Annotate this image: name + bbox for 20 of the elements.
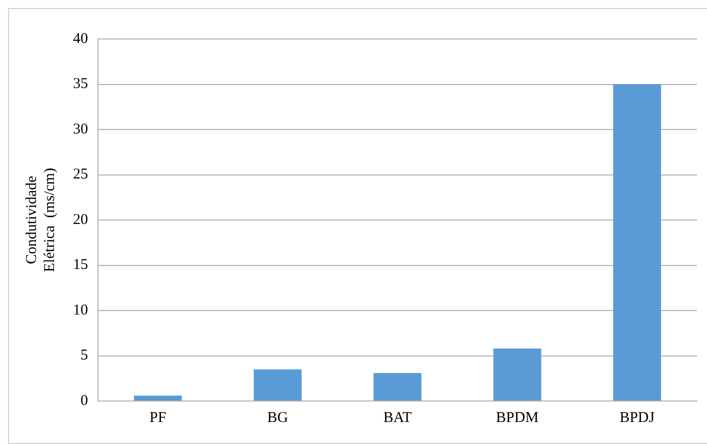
y-tick-label: 5 <box>80 348 88 364</box>
bar <box>134 396 182 400</box>
bar <box>613 84 662 400</box>
y-tick-label: 0 <box>80 392 88 409</box>
y-tick-label: 10 <box>73 302 88 318</box>
x-tick-label: BPDJ <box>620 410 655 426</box>
bar <box>254 369 302 400</box>
y-tick-label: 30 <box>73 121 88 138</box>
x-tick-label: BAT <box>383 410 412 426</box>
y-tick-label: 40 <box>73 30 88 47</box>
bar <box>493 348 542 400</box>
y-tick-label: 15 <box>73 257 88 274</box>
bar <box>374 372 422 400</box>
x-tick-label: BPDM <box>496 410 539 426</box>
y-axis-title: Condutividade Elétrica (ms/cm) <box>24 168 58 272</box>
x-tick-label: BG <box>267 410 288 426</box>
y-tick-label: 35 <box>73 76 88 92</box>
x-tick-label: PF <box>150 410 166 426</box>
y-tick-label: 25 <box>73 166 88 183</box>
y-tick-label: 20 <box>73 212 88 228</box>
